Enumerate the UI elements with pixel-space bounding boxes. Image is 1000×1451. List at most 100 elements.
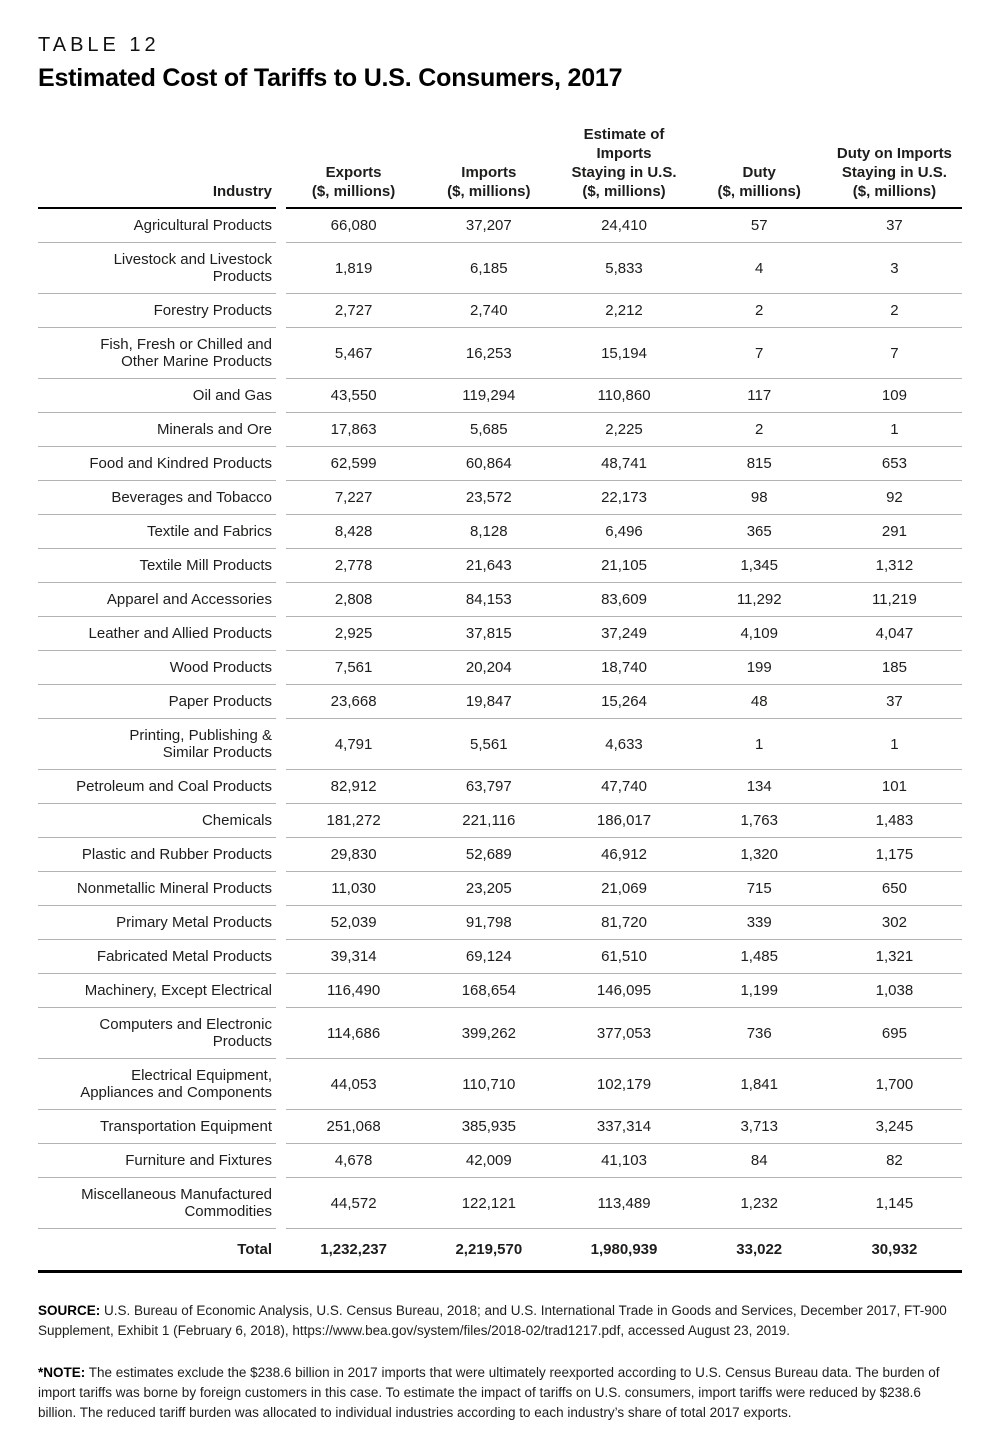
value-cell-0: 44,053 — [286, 1059, 421, 1109]
text-line: 5,833 — [605, 259, 643, 277]
value-cell-3: 715 — [692, 872, 827, 905]
text-line: 4,678 — [334, 1152, 373, 1169]
value-cell-1: 2,740 — [421, 294, 556, 327]
text-line: Similar Products — [162, 744, 272, 761]
value-cell-4: 37 — [827, 209, 962, 242]
value-cell-2: 37,249 — [556, 617, 691, 650]
value-cell-0: 7,227 — [286, 481, 421, 514]
text-line: 98 — [750, 489, 768, 506]
value-cell-3: 365 — [692, 515, 827, 548]
value-cell-3: 117 — [692, 379, 827, 412]
table-row: Beverages and Tobacco 7,227 23,572 22,173 98… — [38, 481, 962, 515]
column-gap — [276, 1110, 286, 1144]
data-cells: 5,467 16,253 15,194 7 7 — [286, 328, 962, 379]
text-line: 113,489 — [597, 1194, 651, 1212]
industry-cell: Livestock and Livestock Products — [38, 243, 276, 294]
data-cells: 2,808 84,153 83,609 11,292 11,219 — [286, 583, 962, 617]
text-line: Forestry Products — [153, 302, 272, 319]
column-gap — [276, 1008, 286, 1059]
text-line: 199 — [746, 659, 772, 676]
value-cell-2: 377,053 — [556, 1008, 691, 1058]
value-cell-0: 11,030 — [286, 872, 421, 905]
total-label: Total — [38, 1229, 276, 1270]
text-line: 7 — [755, 344, 764, 362]
value-cell-3: 11,292 — [692, 583, 827, 616]
industry-cell: Minerals and Ore — [38, 413, 276, 447]
table-row: Textile Mill Products 2,778 21,643 21,105 1,… — [38, 549, 962, 583]
text-line: 8,128 — [470, 523, 508, 540]
text-line: 1,980,939 — [590, 1241, 658, 1258]
column-gap — [276, 651, 286, 685]
text-line: 2,727 — [334, 302, 373, 319]
text-line: 2,808 — [334, 591, 373, 608]
industry-cell: Machinery, Except Electrical — [38, 974, 276, 1008]
column-header-duty-staying: Duty on Imports Staying in U.S. ($, millio… — [827, 117, 962, 207]
text-line: Staying in U.S. — [841, 164, 947, 181]
column-header-industry: Industry — [38, 117, 276, 209]
column-gap — [276, 719, 286, 770]
value-cell-3: 2 — [692, 294, 827, 327]
text-line: 7,227 — [334, 489, 373, 506]
text-line: 650 — [881, 880, 907, 897]
value-cell-0: 2,778 — [286, 549, 421, 582]
value-cell-0: 5,467 — [286, 328, 421, 378]
total-value-2: 1,980,939 — [556, 1229, 691, 1270]
column-gap — [276, 974, 286, 1008]
text-line: ($, millions) — [852, 183, 937, 200]
text-line: 302 — [881, 914, 907, 931]
column-gap — [276, 481, 286, 515]
value-cell-0: 2,727 — [286, 294, 421, 327]
value-cell-1: 8,128 — [421, 515, 556, 548]
table-row: Machinery, Except Electrical 116,490 168,6… — [38, 974, 962, 1008]
industry-cell: Leather and Allied Products — [38, 617, 276, 651]
value-cell-0: 17,863 — [286, 413, 421, 446]
value-cell-3: 84 — [692, 1144, 827, 1177]
table-row: Oil and Gas 43,550 119,294 110,860 117 109 — [38, 379, 962, 413]
value-cell-4: 1,700 — [827, 1059, 962, 1109]
data-cells: 44,572 122,121 113,489 1,232 1,145 — [286, 1178, 962, 1229]
data-cells: 82,912 63,797 47,740 134 101 — [286, 770, 962, 804]
text-line: 7,561 — [334, 659, 373, 676]
value-cell-3: 98 — [692, 481, 827, 514]
text-line: 1,232,237 — [320, 1241, 387, 1258]
industry-cell: Textile and Fabrics — [38, 515, 276, 549]
text-line: 83,609 — [601, 591, 647, 608]
text-line: 251,068 — [326, 1118, 381, 1135]
text-line: ($, millions) — [447, 183, 531, 200]
value-cell-1: 60,864 — [421, 447, 556, 480]
text-line: 134 — [746, 778, 772, 795]
table-row: Computers and Electronic Products 114,686 3… — [38, 1008, 962, 1059]
industry-cell: Printing, Publishing & Similar Products — [38, 719, 276, 770]
text-line: Primary Metal Products — [116, 914, 272, 931]
footnote-label: *NOTE: — [38, 1365, 86, 1380]
text-line: 11,292 — [736, 591, 782, 608]
value-cell-0: 62,599 — [286, 447, 421, 480]
table-row: Furniture and Fixtures 4,678 42,009 41,103 8… — [38, 1144, 962, 1178]
value-cell-2: 4,633 — [556, 719, 691, 769]
text-line: 3 — [890, 259, 899, 277]
column-gap — [276, 1144, 286, 1178]
value-cell-4: 7 — [827, 328, 962, 378]
text-line: 2,740 — [470, 302, 508, 319]
table-row: Nonmetallic Mineral Products 11,030 23,205… — [38, 872, 962, 906]
text-line: 8,428 — [334, 523, 373, 540]
column-gap — [276, 1229, 286, 1270]
text-line: 1,700 — [875, 1075, 914, 1093]
text-line: 18,740 — [601, 659, 647, 676]
text-line: Oil and Gas — [192, 387, 272, 404]
text-line: Imports — [596, 145, 652, 162]
data-cells: 23,668 19,847 15,264 48 37 — [286, 685, 962, 719]
value-cell-2: 2,212 — [556, 294, 691, 327]
table-row: Miscellaneous Manufactured Commodities 44,… — [38, 1178, 962, 1229]
text-line: 20,204 — [465, 659, 512, 676]
value-cell-2: 6,496 — [556, 515, 691, 548]
column-gap — [276, 617, 286, 651]
text-line: 81,720 — [601, 914, 647, 931]
text-line: Food and Kindred Products — [89, 455, 272, 472]
value-cell-4: 4,047 — [827, 617, 962, 650]
text-line: Apparel and Accessories — [106, 591, 272, 608]
table-row: Fabricated Metal Products 39,314 69,124 61,… — [38, 940, 962, 974]
value-cell-3: 1,841 — [692, 1059, 827, 1109]
industry-cell: Food and Kindred Products — [38, 447, 276, 481]
value-cell-1: 221,116 — [421, 804, 556, 837]
